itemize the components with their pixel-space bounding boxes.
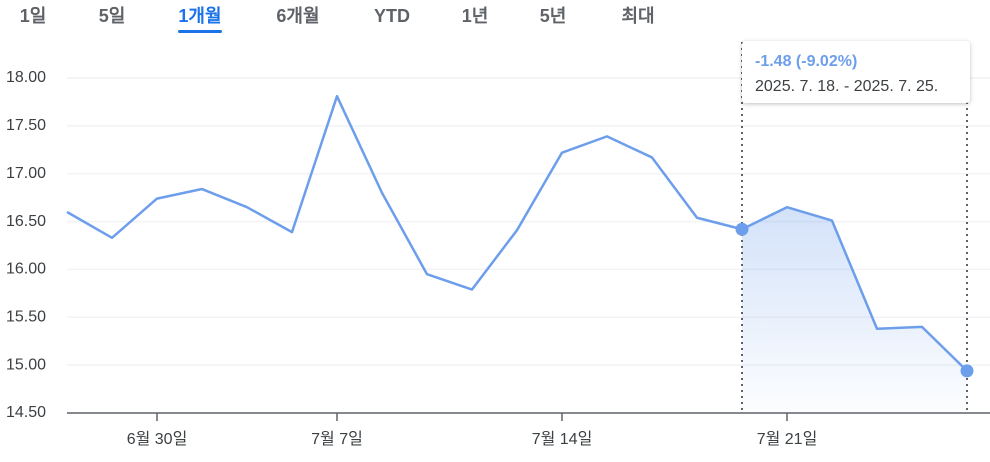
tooltip (742, 41, 970, 103)
range-tab[interactable]: 1일 (20, 6, 47, 26)
range-tab[interactable]: 5일 (99, 6, 126, 26)
y-tick-label: 16.00 (6, 261, 46, 278)
range-tab[interactable]: 5년 (540, 6, 567, 26)
range-tab[interactable]: 최대 (621, 6, 654, 26)
tooltip-date-range: 2025. 7. 18. - 2025. 7. 25. (755, 78, 938, 95)
range-tab[interactable]: YTD (374, 6, 410, 26)
selection-point (735, 222, 749, 236)
selection-point (960, 364, 974, 378)
tooltip-change: -1.48 (-9.02%) (755, 53, 857, 70)
y-tick-label: 15.00 (6, 356, 46, 373)
y-tick-label: 16.50 (6, 213, 46, 230)
x-tick-label: 7월 14일 (532, 430, 593, 448)
selected-tab-indicator (178, 30, 222, 33)
y-tick-label: 14.50 (6, 404, 46, 421)
x-tick-label: 7월 21일 (757, 430, 818, 448)
y-tick-label: 15.50 (6, 309, 46, 326)
x-tick-label: 6월 30일 (127, 430, 188, 448)
x-tick-label: 7월 7일 (311, 430, 363, 448)
selection-area (742, 207, 967, 413)
range-tab[interactable]: 1년 (462, 6, 489, 26)
y-tick-label: 17.00 (6, 165, 46, 182)
price-line (66, 94, 968, 372)
y-tick-label: 17.50 (6, 117, 46, 134)
y-tick-label: 18.00 (6, 69, 46, 86)
range-tab[interactable]: 6개월 (276, 6, 319, 26)
range-tab[interactable]: 1개월 (178, 6, 221, 26)
